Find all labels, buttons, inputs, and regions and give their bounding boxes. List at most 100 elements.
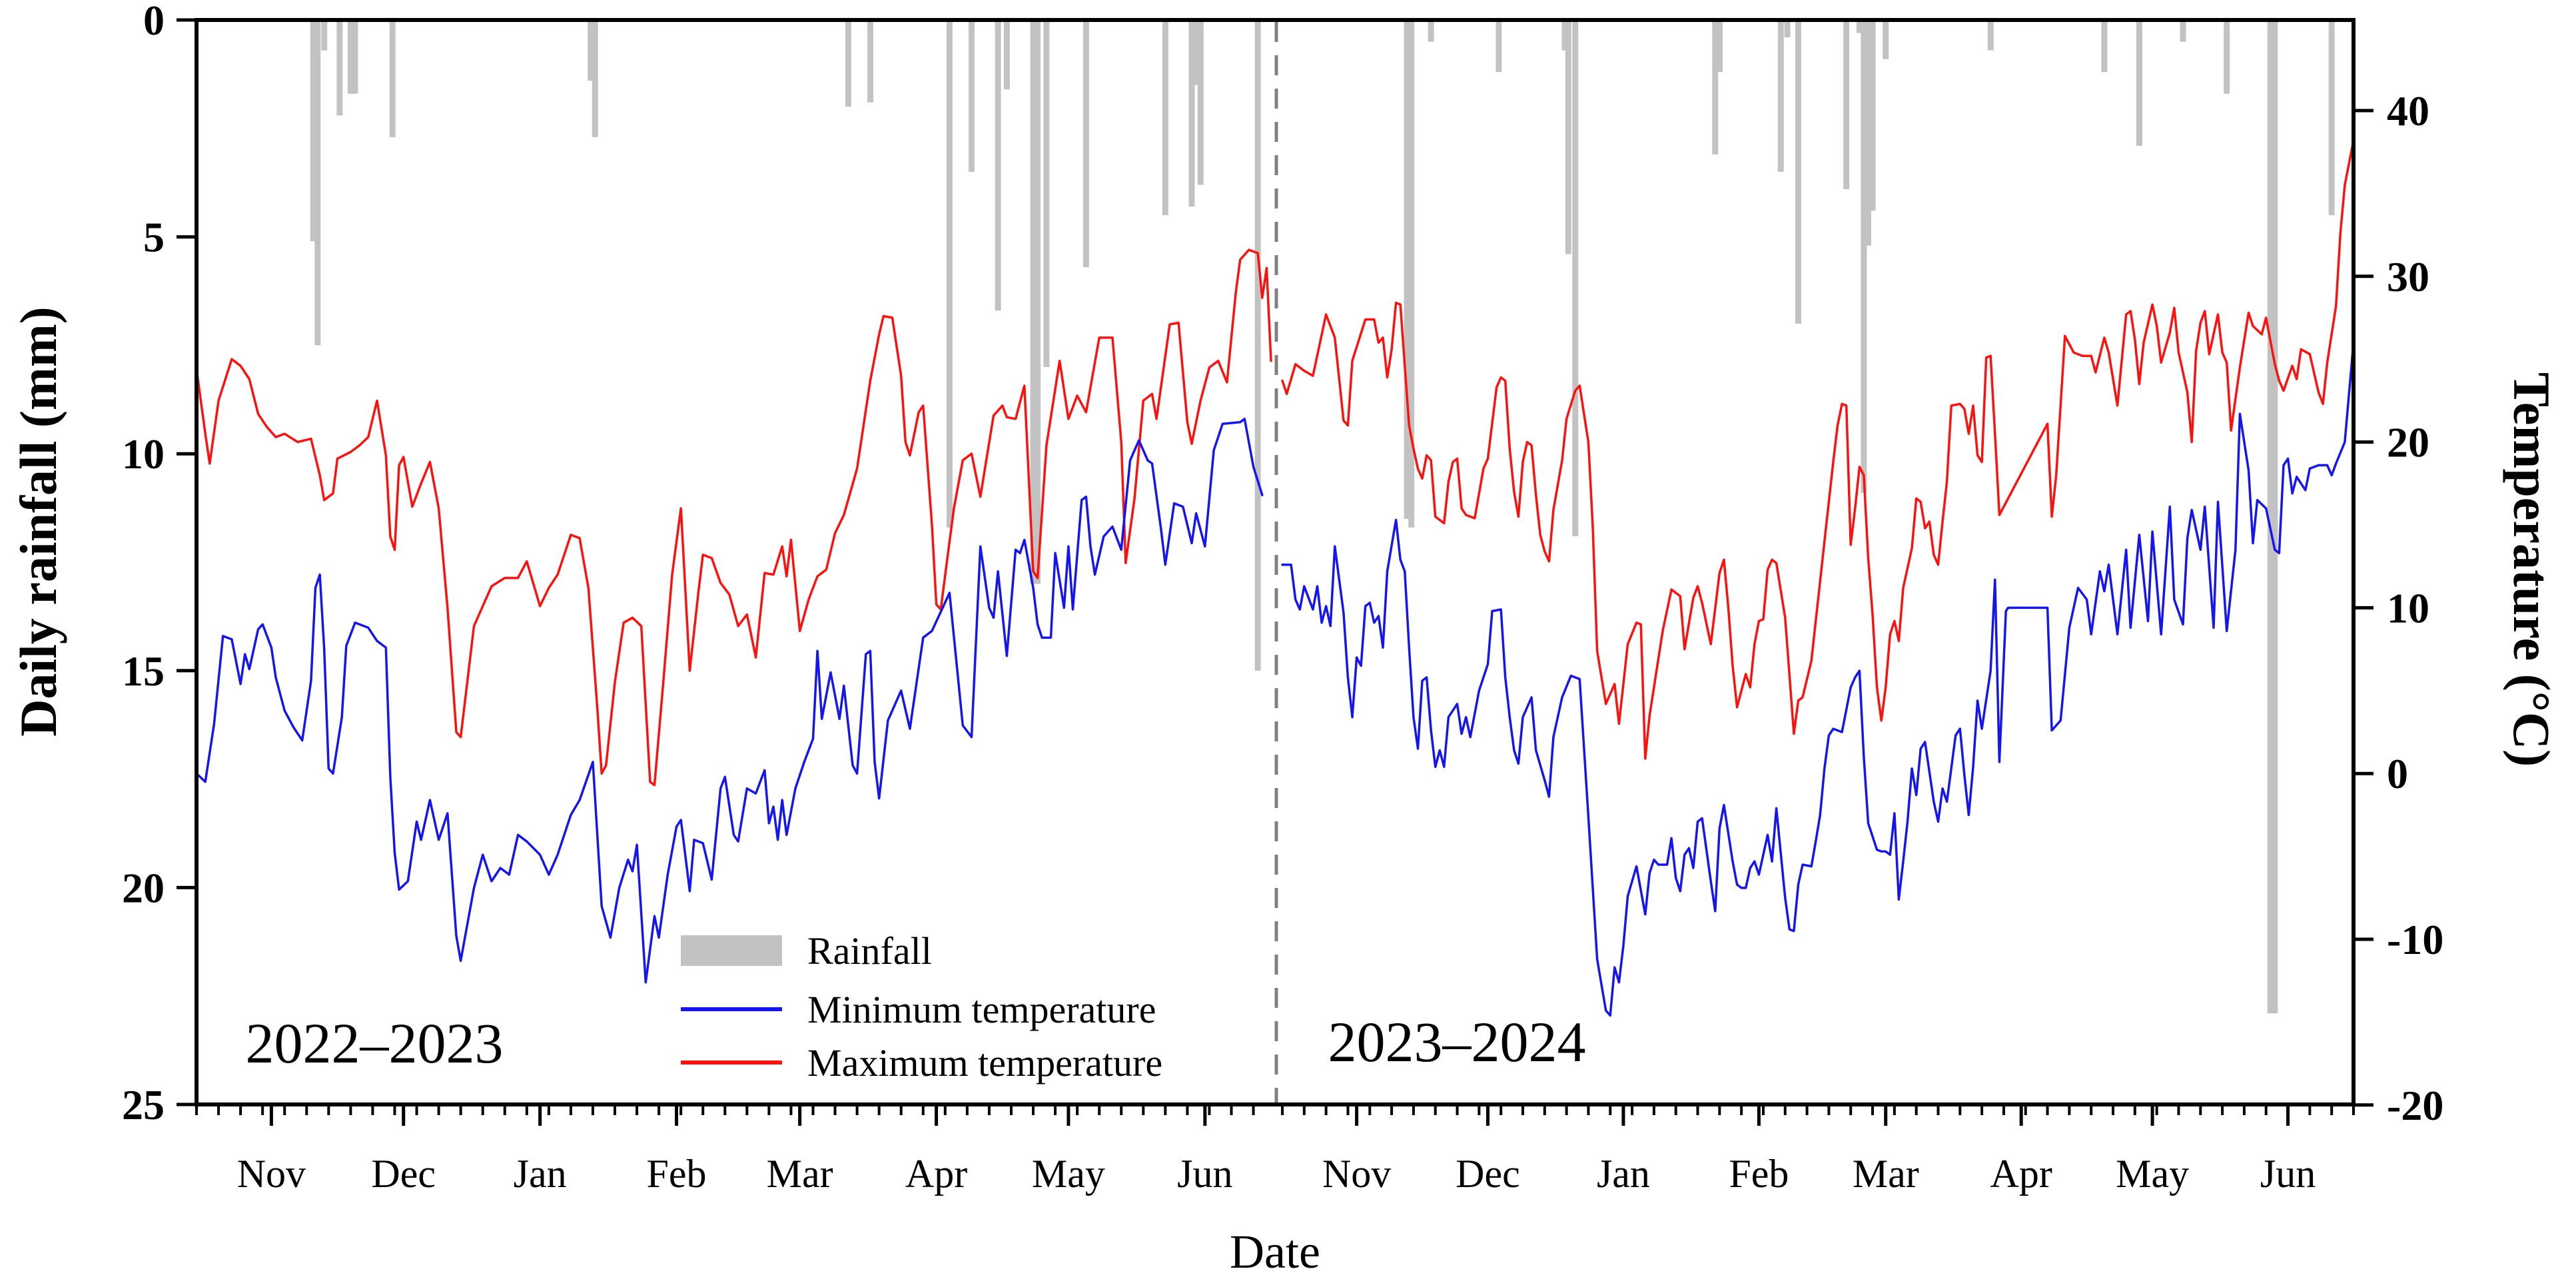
x-axis-month-label: Feb (1729, 1152, 1789, 1196)
x-axis-month-label: Mar (1853, 1152, 1919, 1196)
rain-bar (1987, 22, 1994, 51)
x-axis-month-label: Jun (1177, 1152, 1232, 1196)
rain-bar (1861, 22, 1867, 493)
left-axis-title: Daily rainfall (mm) (9, 306, 67, 737)
rain-bar (1404, 22, 1410, 519)
min-temperature-swatch-icon (681, 1007, 782, 1011)
season-label-2022-2023: 2022–2023 (245, 1011, 504, 1075)
rain-bar (310, 22, 316, 242)
rain-bar (1193, 22, 1200, 85)
right-axis-title: Temperature (°C) (2503, 372, 2561, 767)
rain-bar (1043, 22, 1050, 367)
rain-bar (2267, 22, 2274, 1014)
x-axis-month-label: May (2116, 1152, 2189, 1196)
rain-bar (1869, 22, 1876, 211)
rain-bar (1197, 22, 1204, 185)
rain-bar (2180, 22, 2186, 42)
rain-bar (389, 22, 396, 137)
rain-bar (1030, 22, 1037, 584)
right-axis-tick-label: 0 (2387, 750, 2408, 797)
x-axis-month-label: Jan (514, 1152, 567, 1196)
rain-bar (1082, 22, 1089, 268)
x-axis-month-label: Dec (371, 1152, 436, 1196)
rain-bar (1003, 22, 1010, 90)
legend-item-rainfall: Rainfall (681, 927, 932, 974)
max-temperature-line-season1 (195, 248, 1272, 787)
rain-bar (1865, 22, 1871, 246)
legend-item-max-temperature: Maximum temperature (681, 1039, 1162, 1086)
rain-bar (1784, 22, 1791, 38)
legend-label-min-temperature: Minimum temperature (807, 987, 1156, 1031)
rain-bar (588, 22, 594, 81)
x-axis-month-label: Nov (237, 1152, 306, 1196)
rain-bar (321, 22, 328, 51)
right-axis-tick-label: 40 (2387, 87, 2429, 135)
legend-item-min-temperature: Minimum temperature (681, 986, 1156, 1033)
rain-bar (336, 22, 343, 116)
max-temperature-swatch-icon (681, 1061, 782, 1065)
rain-bar (1565, 22, 1571, 254)
rain-bar (1496, 22, 1502, 73)
rainfall-bars-season1 (310, 22, 1261, 671)
rain-bar (1428, 22, 1434, 42)
rain-bar (1883, 22, 1889, 59)
right-axis-tick-label: -20 (2387, 1082, 2443, 1129)
max-temperature-line-season2 (1281, 139, 2355, 760)
x-axis-month-label: Feb (647, 1152, 707, 1196)
rainfall-swatch-icon (681, 935, 782, 966)
left-axis-tick-label: 0 (143, 0, 165, 44)
rain-bar (2224, 22, 2230, 94)
rain-bar (352, 22, 358, 94)
left-axis-tick-label: 5 (143, 214, 165, 261)
rain-bar (1843, 22, 1850, 189)
plot-frame (195, 18, 2356, 1106)
rain-bar (946, 22, 953, 528)
rain-bar (2101, 22, 2108, 73)
right-axis-tick-label: 30 (2387, 253, 2429, 300)
season-label-2023-2024: 2023–2024 (1328, 1010, 1586, 1074)
x-axis-title: Date (1230, 1225, 1320, 1278)
legend-label-rainfall: Rainfall (807, 929, 932, 973)
rain-bar (1777, 22, 1784, 172)
x-axis-month-label: Apr (1990, 1152, 2052, 1196)
x-axis-month-label: Mar (767, 1152, 833, 1196)
right-axis-tick-label: 10 (2387, 584, 2429, 632)
rain-bar (1162, 22, 1168, 216)
rain-bar (1254, 22, 1261, 671)
rain-bar (1572, 22, 1579, 536)
left-axis-tick-label: 15 (122, 647, 165, 695)
rain-bar (1035, 22, 1041, 584)
rain-bar (968, 22, 975, 172)
x-axis-month-label: Apr (905, 1152, 967, 1196)
x-axis-month-label: May (1032, 1152, 1105, 1196)
rain-bar (2272, 22, 2278, 1014)
left-axis-tick-label: 20 (122, 864, 165, 911)
right-axis-tick-label: -10 (2387, 916, 2443, 963)
rain-bar (1856, 22, 1863, 33)
right-axis-tick-label: 20 (2387, 419, 2429, 466)
x-axis-month-label: Jan (1597, 1152, 1650, 1196)
left-axis-tick-label: 10 (122, 430, 165, 478)
x-axis-month-label: Jun (2260, 1152, 2316, 1196)
x-axis-month-label: Dec (1456, 1152, 1520, 1196)
rain-bar (845, 22, 851, 107)
min-temperature-line-season2 (1281, 341, 2355, 1017)
rain-bar (1188, 22, 1195, 207)
rain-bar (592, 22, 598, 137)
rain-bar (2328, 22, 2335, 216)
rain-bar (1712, 22, 1719, 155)
rain-bar (347, 22, 354, 94)
rain-bar (1716, 22, 1723, 73)
min-temperature-line-season1 (195, 418, 1264, 984)
rain-bar (1561, 22, 1568, 51)
rain-bar (2136, 22, 2142, 146)
rain-bar (1795, 22, 1801, 324)
rain-bar (867, 22, 873, 103)
x-axis-month-label: Nov (1322, 1152, 1391, 1196)
rain-bar (995, 22, 1001, 311)
rain-bar (314, 22, 321, 346)
rain-bar (1408, 22, 1415, 528)
